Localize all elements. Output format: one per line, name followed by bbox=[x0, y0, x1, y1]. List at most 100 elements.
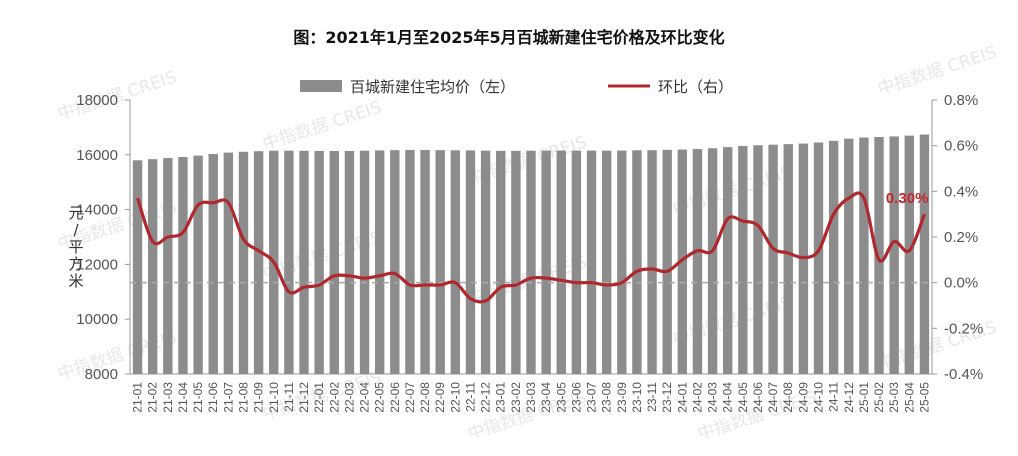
right-tick-label: 0.2% bbox=[944, 229, 978, 246]
axes: 8000 10000 12000 14000 16000 18000 -0.4% -0.2% 0… bbox=[68, 92, 983, 383]
x-tick-label: 25-05 bbox=[917, 382, 931, 413]
bar bbox=[541, 150, 551, 374]
x-tick-label: 24-05 bbox=[736, 382, 750, 413]
bar bbox=[132, 160, 143, 374]
x-tick-label: 24-11 bbox=[827, 382, 841, 412]
bar bbox=[314, 150, 324, 374]
x-tick-label: 25-03 bbox=[887, 382, 901, 413]
x-tick-label: 24-02 bbox=[690, 382, 704, 413]
annotation-label: 0.30% bbox=[886, 190, 929, 207]
bar bbox=[299, 150, 309, 374]
bar bbox=[223, 152, 234, 374]
legend-bar-swatch bbox=[300, 80, 342, 92]
bar bbox=[496, 150, 506, 374]
bar bbox=[344, 150, 355, 374]
left-tick-label: 18000 bbox=[76, 92, 118, 109]
y-axis-label-char: 方 bbox=[68, 255, 83, 273]
bar bbox=[511, 150, 521, 374]
bar bbox=[768, 144, 778, 374]
x-tick-label: 21-09 bbox=[252, 382, 266, 413]
x-tick-label: 23-02 bbox=[509, 382, 523, 413]
bar bbox=[662, 149, 672, 374]
x-tick-label: 22-02 bbox=[327, 382, 341, 413]
right-tick-label: 0.4% bbox=[944, 183, 978, 200]
y-axis-label-char: 元 bbox=[68, 204, 83, 222]
chart-title: 图：2021年1月至2025年5月百城新建住宅价格及环比变化 bbox=[293, 28, 725, 47]
x-tick-label: 25-01 bbox=[857, 382, 871, 413]
x-tick-label: 22-11 bbox=[463, 382, 477, 412]
bar bbox=[813, 142, 824, 374]
bar bbox=[617, 150, 627, 374]
bar bbox=[859, 137, 869, 374]
x-tick-label: 21-06 bbox=[206, 382, 220, 413]
x-tick-label: 24-06 bbox=[751, 382, 765, 413]
bar bbox=[586, 150, 597, 374]
x-tick-label: 25-02 bbox=[872, 382, 886, 413]
bar bbox=[374, 150, 385, 374]
x-tick-label: 21-04 bbox=[176, 382, 190, 413]
bar bbox=[148, 159, 158, 374]
x-tick-label: 23-04 bbox=[539, 382, 553, 413]
bar bbox=[692, 149, 703, 374]
x-tick-label: 24-07 bbox=[766, 382, 780, 413]
x-tick-label: 22-08 bbox=[418, 382, 432, 413]
bar bbox=[465, 150, 476, 374]
x-tick-label: 22-06 bbox=[388, 382, 402, 413]
bar bbox=[723, 147, 733, 374]
bar bbox=[526, 150, 536, 374]
bar bbox=[632, 150, 642, 374]
bar bbox=[556, 150, 566, 374]
x-tick-label: 23-10 bbox=[630, 382, 644, 413]
legend-bar-label: 百城新建住宅均价（左） bbox=[350, 78, 515, 96]
x-tick-label: 24-01 bbox=[675, 382, 689, 413]
x-tick-label: 24-03 bbox=[706, 382, 720, 413]
left-tick-label: 12000 bbox=[76, 256, 118, 273]
bar bbox=[435, 150, 445, 374]
x-tick-label: 22-12 bbox=[479, 382, 493, 413]
x-tick-label: 22-01 bbox=[312, 382, 326, 413]
right-tick-label: 0.8% bbox=[944, 92, 978, 109]
x-tick-label: 21-08 bbox=[236, 382, 250, 413]
bar bbox=[450, 150, 461, 374]
watermark-text: 中指数据 CREIS bbox=[875, 43, 999, 100]
bar bbox=[253, 151, 264, 374]
bar bbox=[405, 150, 415, 374]
x-tick-label: 23-06 bbox=[569, 382, 583, 413]
right-tick-label: 0.0% bbox=[944, 275, 978, 292]
bar bbox=[738, 146, 748, 374]
bar bbox=[208, 153, 218, 374]
bar bbox=[783, 144, 793, 374]
bar bbox=[874, 136, 884, 374]
x-tick-label: 25-04 bbox=[902, 382, 916, 413]
bar bbox=[889, 136, 899, 374]
watermark-text: 中指数据 CREIS bbox=[260, 98, 384, 155]
x-tick-label: 21-07 bbox=[221, 382, 235, 413]
bar-series bbox=[132, 134, 930, 374]
bar bbox=[480, 150, 491, 374]
x-tick-label: 21-11 bbox=[282, 382, 296, 412]
bar bbox=[284, 150, 294, 374]
left-tick-label: 8000 bbox=[85, 366, 118, 383]
x-tick-label: 23-03 bbox=[524, 382, 538, 413]
x-tick-label: 21-12 bbox=[297, 382, 311, 413]
x-tick-label: 22-07 bbox=[403, 382, 417, 413]
legend-line-label: 环比（右） bbox=[658, 78, 733, 96]
y-axis-label-char: 米 bbox=[68, 272, 83, 290]
line-series bbox=[130, 191, 932, 304]
bar bbox=[919, 134, 930, 374]
x-tick-label: 22-03 bbox=[342, 382, 356, 413]
legend: 百城新建住宅均价（左） 环比（右） bbox=[300, 78, 733, 96]
right-tick-label: 0.6% bbox=[944, 138, 978, 155]
x-tick-label: 23-05 bbox=[554, 382, 568, 413]
x-tick-label: 21-05 bbox=[191, 382, 205, 413]
bar bbox=[193, 155, 203, 374]
bar bbox=[828, 140, 839, 374]
bar bbox=[904, 135, 914, 374]
bar bbox=[163, 158, 173, 374]
y-axis-label-char: 平 bbox=[68, 238, 83, 256]
left-tick-label: 14000 bbox=[76, 202, 118, 219]
x-tick-label: 23-09 bbox=[615, 382, 629, 413]
bar bbox=[329, 150, 339, 374]
right-tick-label: -0.4% bbox=[944, 366, 983, 383]
labels: 0.30% 21-01 21-02 21-03 21-04 21-05 21-06 21-07… bbox=[131, 190, 932, 413]
